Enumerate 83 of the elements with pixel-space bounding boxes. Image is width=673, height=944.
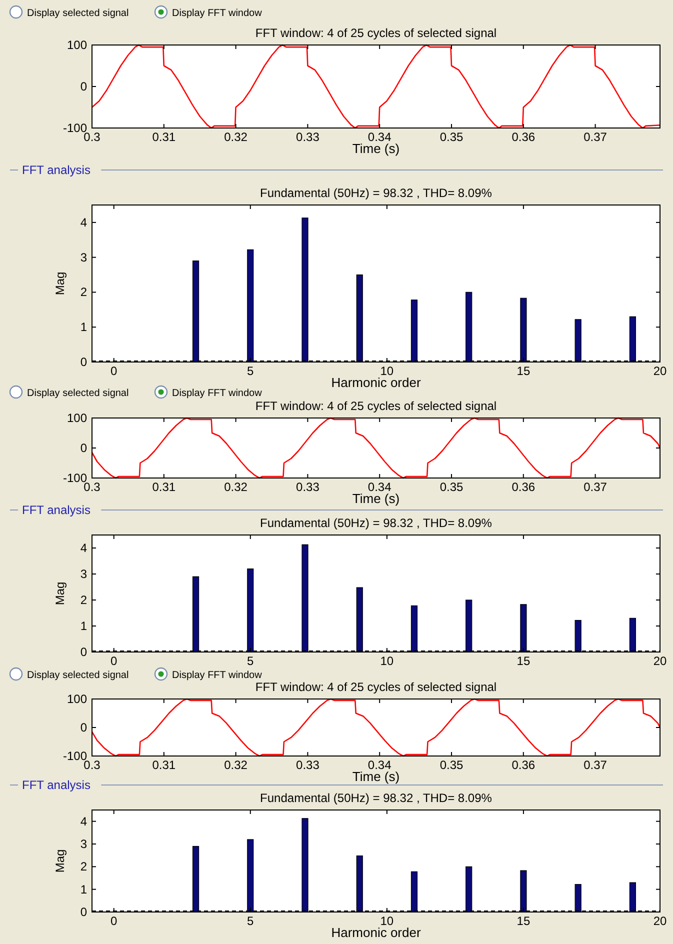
x-tick-label: 20	[653, 914, 667, 928]
y-tick-label: 0	[80, 645, 88, 659]
x-tick-label: 0.35	[440, 480, 464, 494]
text: Display FFT window	[172, 8, 263, 19]
x-tick-label: 0.35	[440, 130, 464, 144]
y-tick-label: 100	[66, 38, 88, 52]
y-tick-label: 3	[80, 567, 88, 581]
y-tick-label: 3	[80, 837, 88, 851]
text: Display selected signal	[27, 388, 129, 399]
line-series	[91, 417, 661, 479]
y-tick-label: 0	[80, 441, 88, 455]
x-tick-label: 0.32	[224, 480, 248, 494]
line-series	[91, 44, 661, 129]
chart-title: Fundamental (50Hz) = 98.32 , THD= 8.09%	[260, 186, 492, 200]
y-tick-label: 2	[80, 285, 88, 300]
y-axis-title: Mag	[53, 849, 67, 873]
x-tick-label: 0.32	[224, 758, 248, 772]
x-tick-label: 0	[110, 364, 118, 378]
text: Display selected signal	[27, 8, 129, 19]
text: FFT analysis	[22, 163, 90, 177]
x-axis-title: Time (s)	[352, 141, 400, 156]
y-tick-label: 2	[80, 593, 88, 607]
y-tick-label: 0	[80, 355, 88, 369]
x-tick-label: 0.34	[368, 480, 392, 494]
x-axis-title: Harmonic order	[331, 925, 422, 940]
x-tick-label: 15	[516, 914, 530, 928]
x-tick-label: 20	[653, 654, 667, 668]
y-tick-label: 2	[80, 860, 88, 874]
x-tick-label: 0.36	[512, 758, 536, 772]
y-tick-label: 3	[80, 250, 88, 264]
x-tick-label: 20	[653, 364, 667, 378]
text: Display selected signal	[27, 670, 129, 681]
line-series	[91, 698, 661, 757]
text: Display FFT window	[172, 388, 263, 399]
x-tick-label: 0.37	[584, 480, 608, 494]
chart-title: FFT window: 4 of 25 cycles of selected signal	[255, 26, 497, 40]
x-tick-label: 0.31	[152, 480, 176, 494]
y-tick-label: 1	[80, 882, 88, 896]
x-axis-title: Time (s)	[352, 769, 400, 784]
y-tick-label: 0	[80, 905, 88, 919]
x-tick-label: 0.33	[296, 480, 320, 494]
x-tick-label: 0.34	[368, 130, 392, 144]
x-tick-label: 0.33	[296, 130, 320, 144]
x-tick-label: 5	[247, 364, 254, 378]
y-tick-label: 100	[66, 411, 88, 425]
x-tick-label: 0.33	[296, 758, 320, 772]
x-tick-label: 0.37	[584, 758, 608, 772]
x-tick-label: 15	[516, 654, 530, 668]
y-tick-label: 4	[80, 814, 88, 828]
y-tick-label: 4	[80, 541, 88, 555]
x-tick-label: 10	[380, 364, 394, 378]
x-tick-label: 5	[247, 654, 254, 668]
x-tick-label: 10	[380, 654, 394, 668]
x-tick-label: 0	[110, 654, 118, 668]
y-tick-label: 0	[80, 80, 88, 94]
chart-title: FFT window: 4 of 25 cycles of selected signal	[255, 680, 497, 694]
chart-title: FFT window: 4 of 25 cycles of selected signal	[255, 399, 497, 413]
x-axis-title: Harmonic order	[331, 375, 422, 390]
y-axis-title: Mag	[53, 582, 67, 606]
x-tick-label: 0.34	[368, 758, 392, 772]
y-tick-label: 4	[80, 215, 88, 230]
x-tick-label: 5	[247, 914, 254, 928]
x-tick-label: 0.36	[512, 130, 536, 144]
x-tick-label: 10	[380, 914, 394, 928]
y-axis-title: Mag	[53, 272, 67, 296]
chart-title: Fundamental (50Hz) = 98.32 , THD= 8.09%	[260, 791, 492, 805]
y-tick-label: 1	[80, 320, 88, 334]
x-axis-title: Time (s)	[352, 491, 400, 506]
x-tick-label: 0.36	[512, 480, 536, 494]
x-tick-label: 0	[110, 914, 118, 928]
x-tick-label: 0.35	[440, 758, 464, 772]
text: FFT analysis	[22, 503, 90, 517]
text: Display FFT window	[172, 670, 263, 681]
y-tick-label: 100	[66, 692, 88, 706]
chart-title: Fundamental (50Hz) = 98.32 , THD= 8.09%	[260, 516, 492, 530]
x-tick-label: 0.31	[152, 130, 176, 144]
x-tick-label: 0.31	[152, 758, 176, 772]
x-tick-label: 15	[516, 364, 530, 378]
y-tick-label: 1	[80, 619, 88, 633]
y-tick-label: 0	[80, 720, 88, 734]
x-tick-label: 0.32	[224, 130, 248, 144]
x-tick-label: 0.37	[584, 130, 608, 144]
text: FFT analysis	[22, 778, 90, 792]
